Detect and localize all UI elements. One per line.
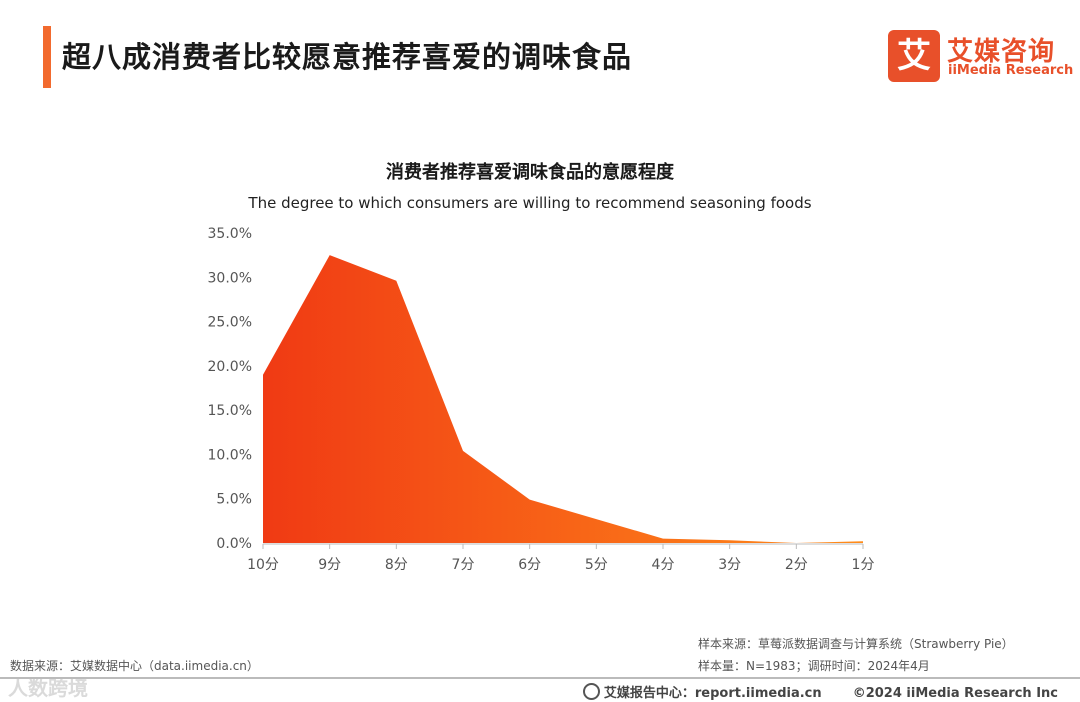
plot-area xyxy=(263,255,863,543)
y-tick-label: 5.0% xyxy=(216,492,252,508)
iimedia-logo: 艾 艾媒咨询 iiMedia Research xyxy=(888,30,1073,82)
globe-icon xyxy=(582,683,600,700)
y-tick-label: 35.0% xyxy=(208,226,252,242)
page-title: 超八成消费者比较愿意推荐喜爱的调味食品 xyxy=(62,40,633,74)
y-tick-label: 30.0% xyxy=(208,270,252,286)
footer-divider xyxy=(0,677,1080,679)
watermark: 人数跨境 xyxy=(8,676,88,700)
x-tick-label: 7分 xyxy=(452,557,475,573)
x-tick-label: 5分 xyxy=(585,557,608,573)
series-area xyxy=(263,255,863,543)
chart-title: 消费者推荐喜爱调味食品的意愿程度 xyxy=(386,161,675,183)
x-tick-label: 4分 xyxy=(652,557,675,573)
footer-bar: 艾媒报告中心：report.iimedia.cn ©2024 iiMedia R… xyxy=(582,682,1058,701)
x-tick-label: 2分 xyxy=(785,557,808,573)
x-tick-label: 8分 xyxy=(385,557,408,573)
x-tick-label: 1分 xyxy=(852,557,875,573)
sample-source-note: 样本来源：草莓派数据调查与计算系统（Strawberry Pie） xyxy=(698,637,1014,651)
y-axis: 35.0% 30.0% 25.0% 20.0% 15.0% 10.0% 5.0% 0.0% xyxy=(208,226,252,552)
y-tick-label: 20.0% xyxy=(208,359,252,375)
chart-subtitle: The degree to which consumers are willin… xyxy=(247,194,811,212)
title-accent-bar xyxy=(43,26,51,88)
y-tick-label: 10.0% xyxy=(208,447,252,463)
x-tick-label: 9分 xyxy=(318,557,341,573)
logo-mark: 艾 xyxy=(888,30,940,82)
x-tick-label: 3分 xyxy=(718,557,741,573)
sample-size-note: 样本量：N=1983；调研时间：2024年4月 xyxy=(698,659,930,673)
y-tick-label: 15.0% xyxy=(208,403,252,419)
report-center-link[interactable]: 艾媒报告中心：report.iimedia.cn xyxy=(603,686,822,701)
x-axis: 10分 9分 8分 7分 6分 5分 4分 3分 2分 1分 xyxy=(247,543,875,573)
x-tick-label: 6分 xyxy=(518,557,541,573)
y-tick-label: 25.0% xyxy=(208,315,252,331)
data-source-note: 数据来源：艾媒数据中心（data.iimedia.cn） xyxy=(10,659,259,673)
logo-chinese-name: 艾媒咨询 xyxy=(947,37,1056,67)
y-tick-label: 0.0% xyxy=(216,536,252,552)
copyright-text: ©2024 iiMedia Research Inc xyxy=(852,686,1058,701)
logo-english-name: iiMedia Research xyxy=(948,63,1074,78)
x-tick-label: 10分 xyxy=(247,557,279,573)
